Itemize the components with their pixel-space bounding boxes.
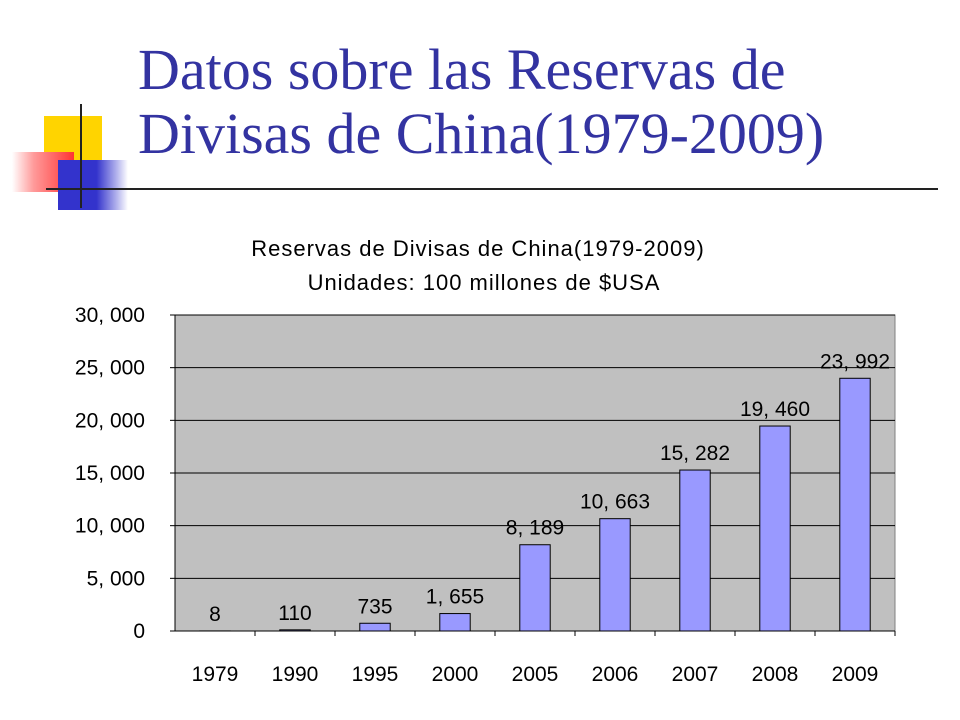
vertical-line-decoration xyxy=(80,104,82,208)
x-tick-label: 1990 xyxy=(272,663,319,686)
data-label: 10, 663 xyxy=(580,491,650,514)
y-tick-label: 20, 000 xyxy=(75,409,145,432)
y-tick-label: 0 xyxy=(133,620,145,643)
page-title-line1: Datos sobre las Reservas de xyxy=(138,37,786,102)
chart-title-line1: Reservas de Divisas de China(1979-2009) xyxy=(251,236,705,261)
bar xyxy=(359,622,391,632)
bar xyxy=(439,613,471,632)
horizontal-line-decoration xyxy=(46,188,938,190)
x-tick-label: 1979 xyxy=(192,663,239,686)
bar xyxy=(599,518,631,632)
x-tick-label: 2005 xyxy=(512,663,559,686)
data-label: 23, 992 xyxy=(820,350,890,373)
x-axis-ticks: 1979 1990 1995 2000 2005 2006 2007 2008 2009 xyxy=(192,631,896,686)
x-tick-label: 2006 xyxy=(592,663,639,686)
data-label: 735 xyxy=(357,595,392,618)
page-title: Datos sobre las Reservas de Divisas de C… xyxy=(138,38,938,166)
y-axis-ticks: 0 5, 000 10, 000 15, 000 20, 000 25, 000 30, 0… xyxy=(75,304,175,643)
y-tick-label: 5, 000 xyxy=(87,567,145,590)
x-tick-label: 1995 xyxy=(352,663,399,686)
data-label: 1, 655 xyxy=(426,586,484,609)
bars xyxy=(199,377,871,632)
bar xyxy=(839,377,871,632)
data-label: 15, 282 xyxy=(660,442,730,465)
x-tick-label: 2008 xyxy=(752,663,799,686)
bar xyxy=(519,544,551,632)
data-label: 8 xyxy=(209,603,221,626)
data-label: 110 xyxy=(278,602,311,625)
x-tick-label: 2009 xyxy=(832,663,879,686)
chart-title-line2: Unidades: 100 millones de $USA xyxy=(308,270,661,295)
page-title-line2: Divisas de China(1979-2009) xyxy=(138,101,825,166)
x-tick-label: 2007 xyxy=(672,663,719,686)
bar xyxy=(679,469,711,632)
y-tick-label: 10, 000 xyxy=(75,515,145,538)
data-labels: 8 110 735 1, 655 8, 189 10, 663 15, 282 19, 460… xyxy=(209,350,890,626)
y-tick-label: 15, 000 xyxy=(75,462,145,485)
bar xyxy=(759,425,791,632)
data-label: 19, 460 xyxy=(740,398,810,421)
blue-square-decoration xyxy=(58,160,128,210)
x-tick-label: 2000 xyxy=(432,663,479,686)
y-tick-label: 30, 000 xyxy=(75,304,145,327)
data-label: 8, 189 xyxy=(506,517,564,540)
y-tick-label: 25, 000 xyxy=(75,357,145,380)
